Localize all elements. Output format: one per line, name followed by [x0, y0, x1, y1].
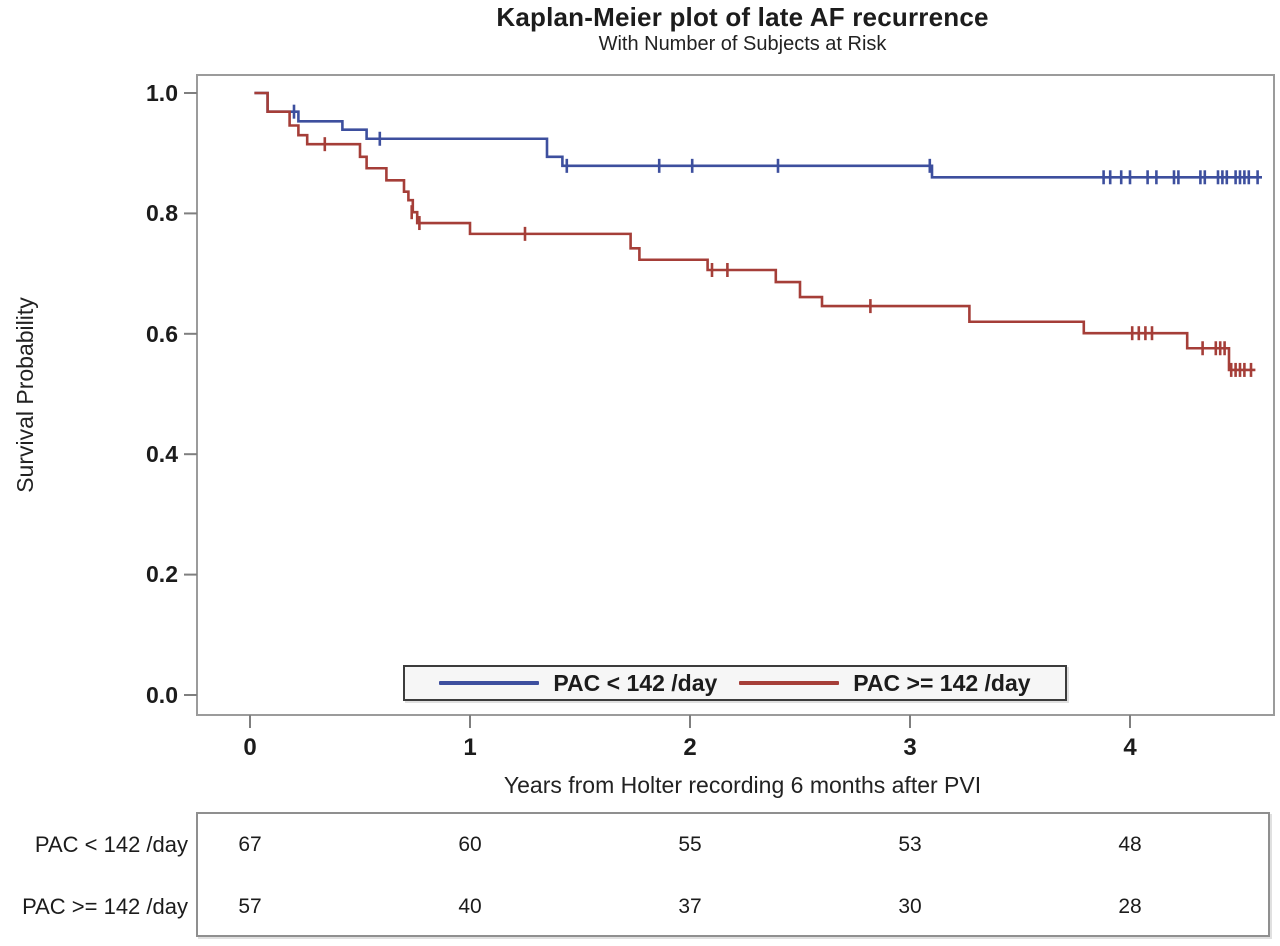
survival-curve: [254, 91, 1262, 179]
risk-value: 28: [1118, 895, 1142, 918]
y-tick-label: 0.6: [146, 321, 178, 347]
x-tick-label: 1: [463, 734, 477, 761]
risk-value: 37: [678, 895, 702, 918]
risk-value: 57: [238, 895, 262, 918]
y-axis-label: Survival Probability: [12, 297, 38, 493]
y-tick-label: 0.8: [146, 200, 178, 226]
risk-row-label: PAC >= 142 /day: [22, 894, 188, 919]
risk-value: 55: [678, 833, 702, 856]
x-axis-label: Years from Holter recording 6 months aft…: [503, 772, 982, 798]
legend-entry: PAC < 142 /day: [439, 670, 717, 697]
x-tick-label: 3: [903, 734, 917, 761]
at-risk-table: [196, 812, 1270, 937]
survival-curve: [254, 91, 1256, 372]
legend-label: PAC >= 142 /day: [853, 669, 1031, 696]
legend-line-swatch: [439, 681, 540, 685]
risk-value: 30: [898, 895, 922, 918]
risk-value: 60: [458, 833, 482, 856]
risk-value: 40: [458, 895, 482, 918]
legend: PAC < 142 /day PAC >= 142 /day: [403, 665, 1067, 701]
x-tick-label: 2: [683, 734, 697, 761]
y-tick-label: 0.4: [146, 441, 178, 467]
y-tick-label: 1.0: [146, 80, 178, 106]
risk-value: 67: [238, 833, 262, 856]
risk-row-label: PAC < 142 /day: [34, 832, 188, 857]
x-tick-label: 4: [1123, 734, 1137, 761]
y-tick-label: 0.2: [146, 561, 178, 587]
legend-label: PAC < 142 /day: [553, 669, 718, 696]
legend-entry: PAC >= 142 /day: [739, 669, 1031, 697]
legend-line-swatch: [739, 681, 840, 685]
chart-title: Kaplan-Meier plot of late AF recurrence: [496, 2, 989, 32]
chart-subtitle: With Number of Subjects at Risk: [598, 33, 887, 55]
x-tick-label: 0: [243, 734, 257, 761]
risk-value: 48: [1118, 833, 1142, 856]
risk-value: 53: [898, 833, 922, 856]
y-tick-label: 0.0: [146, 682, 178, 708]
